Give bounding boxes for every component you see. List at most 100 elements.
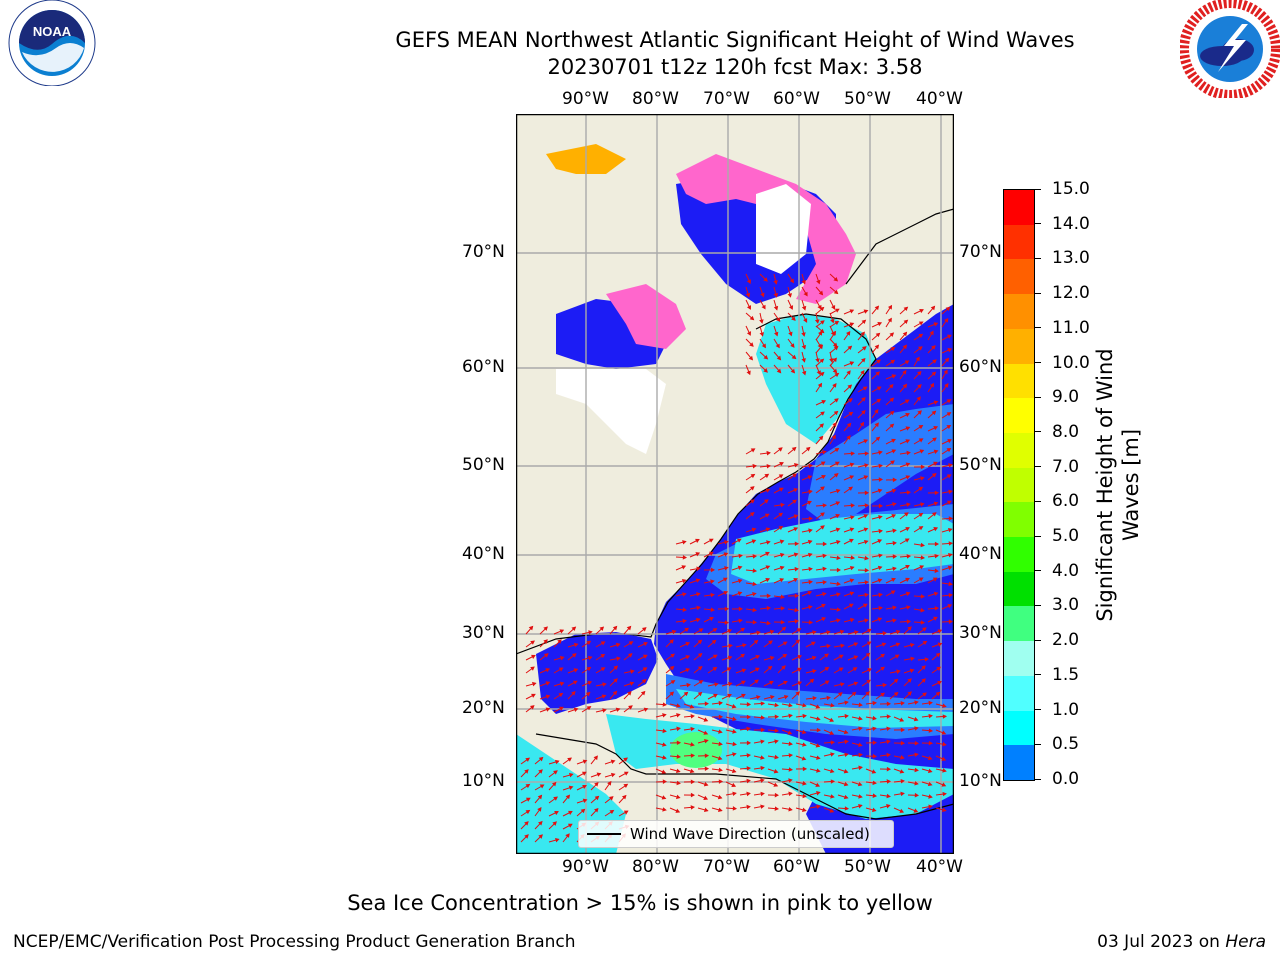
wind-wave-arrowhead	[802, 766, 808, 772]
wind-wave-arrowhead	[752, 554, 758, 559]
wind-wave-arrowhead	[820, 525, 825, 530]
wind-wave-arrowhead	[808, 566, 813, 572]
wind-wave-arrowhead	[778, 525, 784, 531]
wind-wave-arrowhead	[818, 435, 824, 441]
wind-wave-arrowhead	[878, 592, 883, 598]
wind-wave-arrowhead	[840, 682, 845, 687]
wind-wave-arrowhead	[850, 503, 856, 508]
wind-wave-arrowhead	[929, 382, 935, 388]
wind-wave-arrowhead	[821, 617, 827, 622]
wind-wave-arrowhead	[724, 620, 730, 625]
wind-wave-arrowhead	[829, 768, 835, 774]
mid-band-north	[806, 404, 954, 524]
lon-label-bottom-40w: 40°W	[916, 857, 963, 877]
wind-wave-arrowhead	[821, 474, 826, 480]
wind-wave-arrowhead	[933, 322, 939, 327]
wind-wave-arrowhead	[821, 400, 827, 405]
wind-wave-arrowhead	[892, 540, 897, 546]
wind-wave-arrowhead	[927, 755, 933, 761]
wind-wave-arrowhead	[822, 541, 828, 547]
colorbar-tick-mark	[1035, 778, 1041, 780]
wind-wave-arrowhead	[629, 681, 635, 686]
wind-wave-arrowhead	[710, 567, 716, 573]
nws-logo	[1179, 0, 1280, 100]
colorbar-swatch	[1004, 432, 1034, 468]
wind-wave-arrowhead	[741, 693, 746, 698]
wind-wave-arrowhead	[947, 565, 953, 571]
wind-wave-arrowhead	[802, 742, 807, 747]
wind-wave-arrowhead	[791, 446, 797, 452]
wind-wave-arrowhead	[682, 555, 688, 560]
wind-wave-arrowhead	[810, 641, 816, 646]
wind-wave-arrowhead	[886, 726, 891, 732]
wind-wave-arrowhead	[531, 654, 536, 659]
colorbar-swatch	[1004, 328, 1034, 364]
wind-wave-arrowhead	[642, 654, 648, 659]
wind-wave-arrowhead	[875, 332, 881, 338]
wind-wave-arrowhead	[848, 603, 854, 608]
wind-wave-arrowhead	[892, 605, 897, 611]
wind-wave-arrowhead	[914, 781, 919, 786]
wind-wave-arrowhead	[779, 552, 785, 558]
wind-wave-arrowhead	[586, 666, 592, 672]
wind-wave-arrowhead	[808, 463, 813, 469]
wind-wave-arrowhead	[797, 681, 803, 686]
wind-wave-arrowhead	[819, 328, 825, 334]
wind-wave-arrowhead	[612, 625, 618, 631]
wind-wave-arrowhead	[889, 397, 895, 403]
wind-wave-arrowhead	[559, 706, 564, 711]
wind-wave-arrowhead	[778, 474, 784, 479]
wind-wave-arrowhead	[864, 568, 870, 573]
wind-wave-arrowhead	[886, 752, 891, 758]
wind-wave-arrowhead	[917, 384, 922, 389]
wind-wave-arrowhead	[712, 628, 718, 633]
wind-wave-arrows	[520, 273, 954, 843]
wind-wave-arrowhead	[886, 779, 892, 784]
wind-wave-arrowhead	[881, 642, 887, 647]
wind-wave-arrowhead	[682, 540, 687, 545]
wind-wave-arrowhead	[774, 331, 779, 337]
wind-wave-arrowhead	[727, 693, 732, 698]
wind-wave-arrowhead	[723, 552, 729, 557]
wind-wave-arrowhead	[864, 490, 870, 496]
wind-wave-arrowhead	[788, 806, 793, 812]
wind-wave-arrowhead	[900, 727, 906, 733]
wind-wave-arrowhead	[675, 794, 681, 800]
wind-wave-arrowhead	[947, 604, 953, 609]
wind-wave-arrowhead	[872, 753, 878, 759]
wind-wave-arrowhead	[600, 641, 606, 646]
wind-wave-arrowhead	[781, 626, 787, 632]
wind-wave-arrowhead	[554, 838, 560, 843]
wind-wave-arrowhead	[847, 398, 853, 403]
wind-wave-arrowhead	[891, 514, 897, 519]
wind-wave-arrowhead	[816, 768, 821, 773]
wind-wave-arrowhead	[880, 692, 886, 697]
wind-wave-arrowhead	[662, 807, 667, 812]
wind-wave-arrowhead	[732, 791, 737, 797]
wind-wave-arrowhead	[819, 423, 824, 428]
wind-wave-arrowhead	[913, 716, 919, 722]
colorbar-tick-mark	[1035, 257, 1041, 259]
wind-wave-arrowhead	[858, 716, 863, 721]
wind-wave-arrowhead	[900, 779, 905, 784]
wind-wave-arrowhead	[933, 501, 939, 506]
wind-wave-arrowhead	[703, 807, 709, 812]
wind-wave-arrowhead	[794, 541, 800, 547]
wind-wave-arrowhead	[801, 370, 807, 376]
wind-wave-arrowhead	[844, 700, 849, 705]
wind-wave-arrowhead	[718, 714, 724, 720]
wind-wave-arrowhead	[858, 765, 863, 771]
wind-wave-arrowhead	[893, 691, 899, 697]
wind-wave-arrowhead	[805, 446, 811, 452]
wind-wave-arrowhead	[594, 807, 599, 813]
wind-wave-arrowhead	[935, 691, 941, 697]
colorbar-title-line1: Significant Height of Wind	[1093, 348, 1117, 622]
wind-wave-arrowhead	[893, 678, 899, 684]
wind-wave-arrowhead	[756, 695, 761, 700]
wind-wave-arrowhead	[892, 554, 898, 559]
wind-wave-arrowhead	[816, 370, 821, 376]
wind-wave-arrowhead	[864, 555, 869, 561]
wind-wave-arrowhead	[947, 527, 953, 533]
wind-wave-arrowhead	[755, 655, 761, 660]
wind-wave-arrowhead	[864, 503, 870, 508]
